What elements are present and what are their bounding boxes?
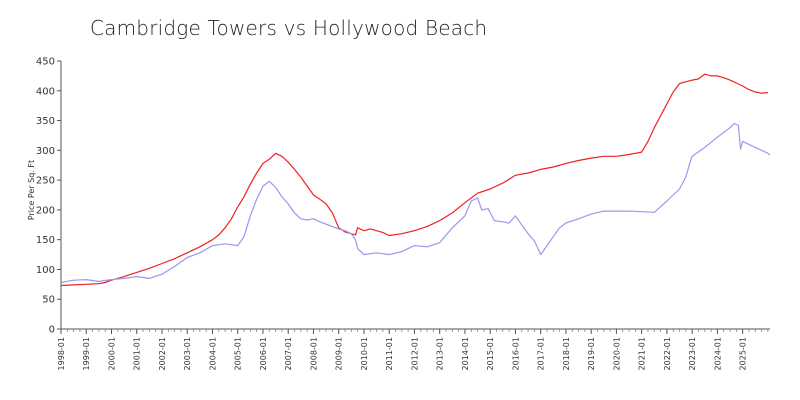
x-tick-label: 2024-01 — [713, 337, 722, 370]
x-tick-label: 2008-01 — [309, 337, 318, 370]
x-tick-label: 2001-01 — [133, 337, 142, 370]
x-tick-label: 2004-01 — [208, 337, 217, 370]
x-tick-label: 2019-01 — [587, 337, 596, 370]
series-line-red — [60, 73, 768, 287]
x-tick-label: 2010-01 — [360, 337, 369, 370]
x-tick-label: 2005-01 — [234, 337, 243, 370]
y-tick-label: 50 — [42, 295, 55, 306]
y-axis-label: Price Per Sq. Ft — [27, 160, 36, 220]
y-tick-label: 150 — [36, 235, 55, 246]
y-tick-label: 0 — [49, 325, 55, 336]
x-tick-label: 2014-01 — [461, 337, 470, 370]
x-tick-label: 2016-01 — [511, 337, 520, 370]
x-tick-label: 2018-01 — [562, 337, 571, 370]
x-tick-label: 2023-01 — [688, 337, 697, 370]
x-tick-label: 2003-01 — [183, 337, 192, 370]
chart-title: Cambridge Towers vs Hollywood Beach — [90, 16, 488, 40]
x-tick-label: 2017-01 — [537, 337, 546, 370]
x-tick-label: 2007-01 — [284, 337, 293, 370]
x-tick-label: 2009-01 — [335, 337, 344, 370]
x-tick-label: 2025-01 — [739, 337, 748, 370]
x-tick-label: 2006-01 — [259, 337, 268, 370]
y-tick-label: 300 — [36, 146, 55, 157]
x-tick-label: 2020-01 — [612, 337, 621, 370]
y-tick-label: 350 — [36, 116, 55, 127]
x-tick-label: 2000-01 — [107, 337, 116, 370]
x-tick-label: 2012-01 — [410, 337, 419, 370]
series-layer — [60, 73, 771, 287]
x-tick-label: 2002-01 — [158, 337, 167, 370]
x-tick-label: 2021-01 — [638, 337, 647, 370]
y-tick-label: 100 — [36, 265, 55, 276]
x-tick-label: 1998-01 — [57, 337, 66, 370]
x-tick-label: 2011-01 — [385, 337, 394, 370]
axes: 0 50 100 150 200 250 300 350 400 450 1998-01 1999-0… — [36, 57, 770, 370]
x-tick-label: 1999-01 — [82, 337, 91, 370]
y-tick-label: 400 — [36, 86, 55, 97]
y-tick-label: 450 — [36, 57, 55, 68]
x-tick-label: 2015-01 — [486, 337, 495, 370]
y-tick-label: 200 — [36, 205, 55, 216]
x-tick-label: 2013-01 — [436, 337, 445, 370]
x-tick-label: 2022-01 — [663, 337, 672, 370]
series-line-blue — [60, 122, 771, 284]
y-tick-label: 250 — [36, 176, 55, 187]
